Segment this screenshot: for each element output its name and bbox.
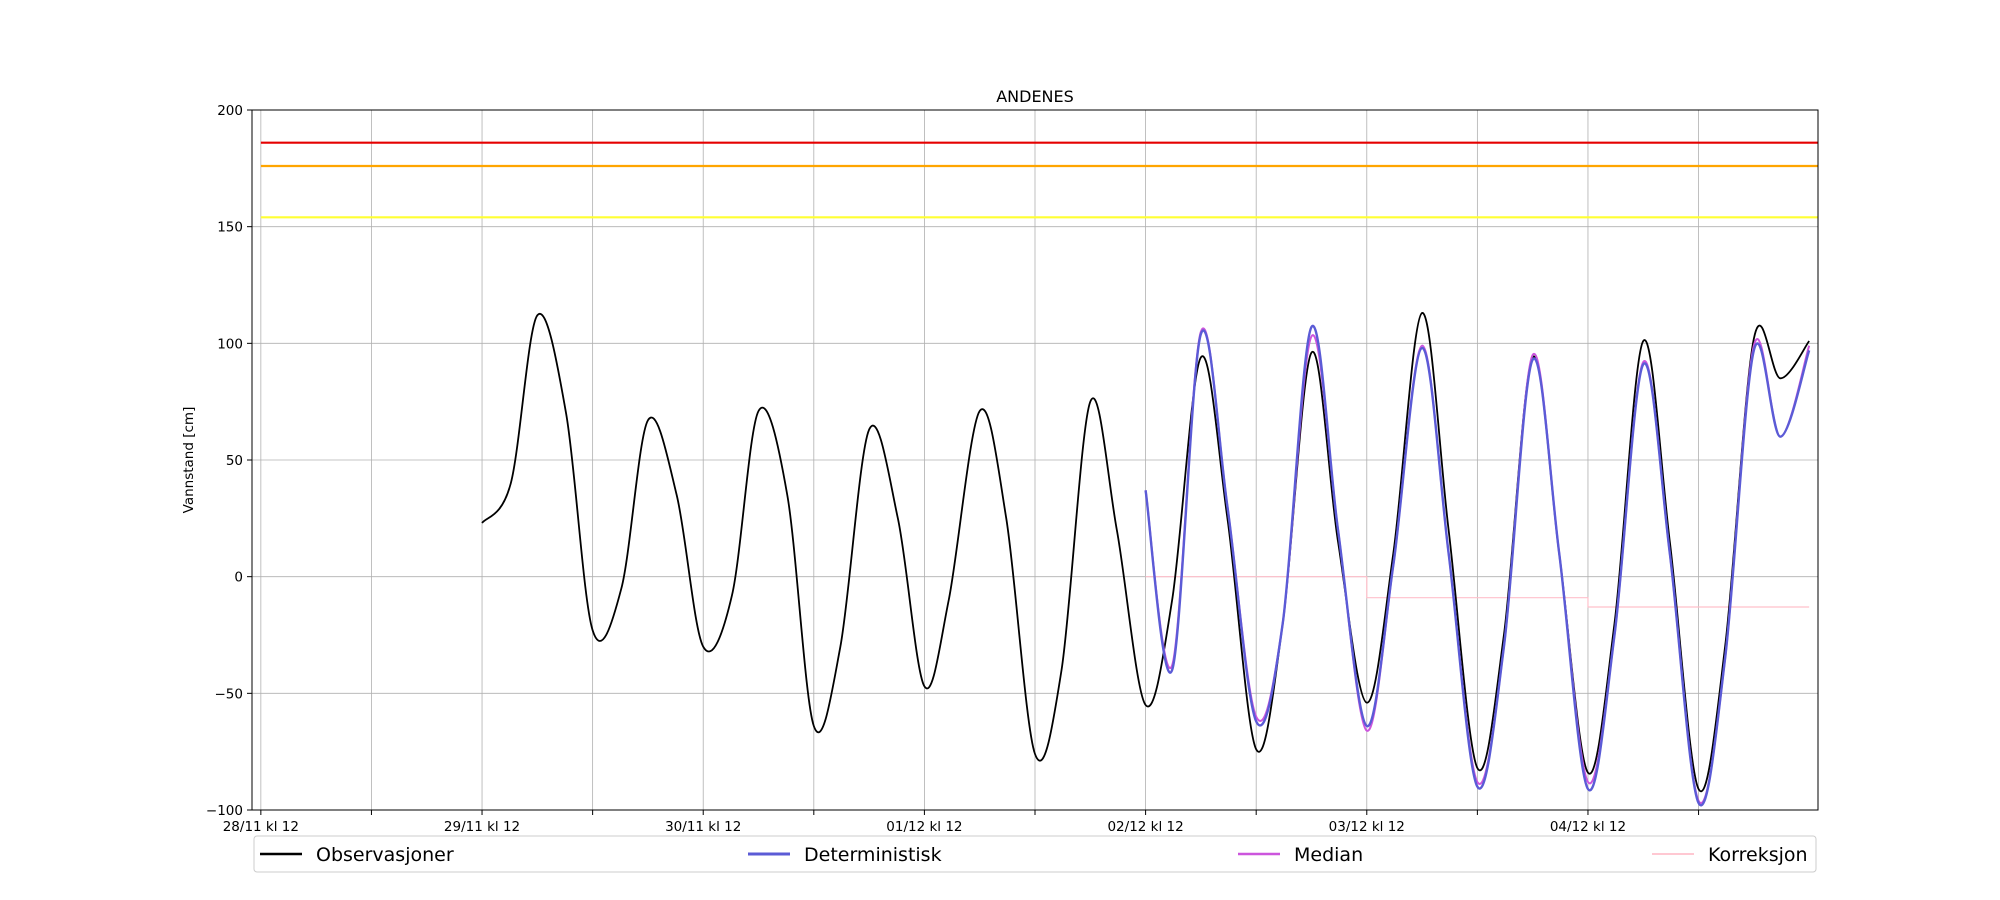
series-line-observasjoner xyxy=(481,312,1810,793)
grid xyxy=(252,109,1818,811)
x-tick-label: 01/12 kl 12 xyxy=(886,819,962,835)
threshold-lines xyxy=(260,141,1818,219)
series-line-korreksjon xyxy=(1145,576,1810,608)
series-line-deterministisk xyxy=(1144,324,1811,807)
y-tick-label: 100 xyxy=(217,336,243,352)
x-tick-label: 30/11 kl 12 xyxy=(665,819,741,835)
y-tick-label: 200 xyxy=(217,103,243,119)
x-tick-label: 29/11 kl 12 xyxy=(444,819,520,835)
y-axis-label: Vannstand [cm] xyxy=(181,407,197,514)
y-tick-label: 0 xyxy=(234,570,243,586)
x-tick-label: 03/12 kl 12 xyxy=(1329,819,1405,835)
legend-label: Median xyxy=(1294,844,1363,866)
legend-box xyxy=(253,835,1817,873)
chart-title: ANDENES xyxy=(996,87,1074,106)
x-axis: 28/11 kl 12 29/11 kl 12 30/11 kl 12 01/12 k… xyxy=(223,810,1700,835)
y-tick-label: 150 xyxy=(217,220,243,236)
legend: Observasjoner Deterministisk Median Korreks… xyxy=(253,835,1817,873)
y-tick-label: −50 xyxy=(215,686,244,702)
y-tick-label: 50 xyxy=(226,453,243,469)
legend-label: Observasjoner xyxy=(316,844,454,866)
legend-label: Korreksjon xyxy=(1708,844,1808,866)
y-tick-label: −100 xyxy=(206,803,243,819)
x-tick-label: 04/12 kl 12 xyxy=(1550,819,1626,835)
legend-label: Deterministisk xyxy=(804,844,942,866)
y-axis: −100 −50 0 50 100 150 200 xyxy=(206,103,252,819)
x-tick-label: 28/11 kl 12 xyxy=(223,819,299,835)
x-tick-label: 02/12 kl 12 xyxy=(1107,819,1183,835)
series-lines xyxy=(481,312,1811,807)
